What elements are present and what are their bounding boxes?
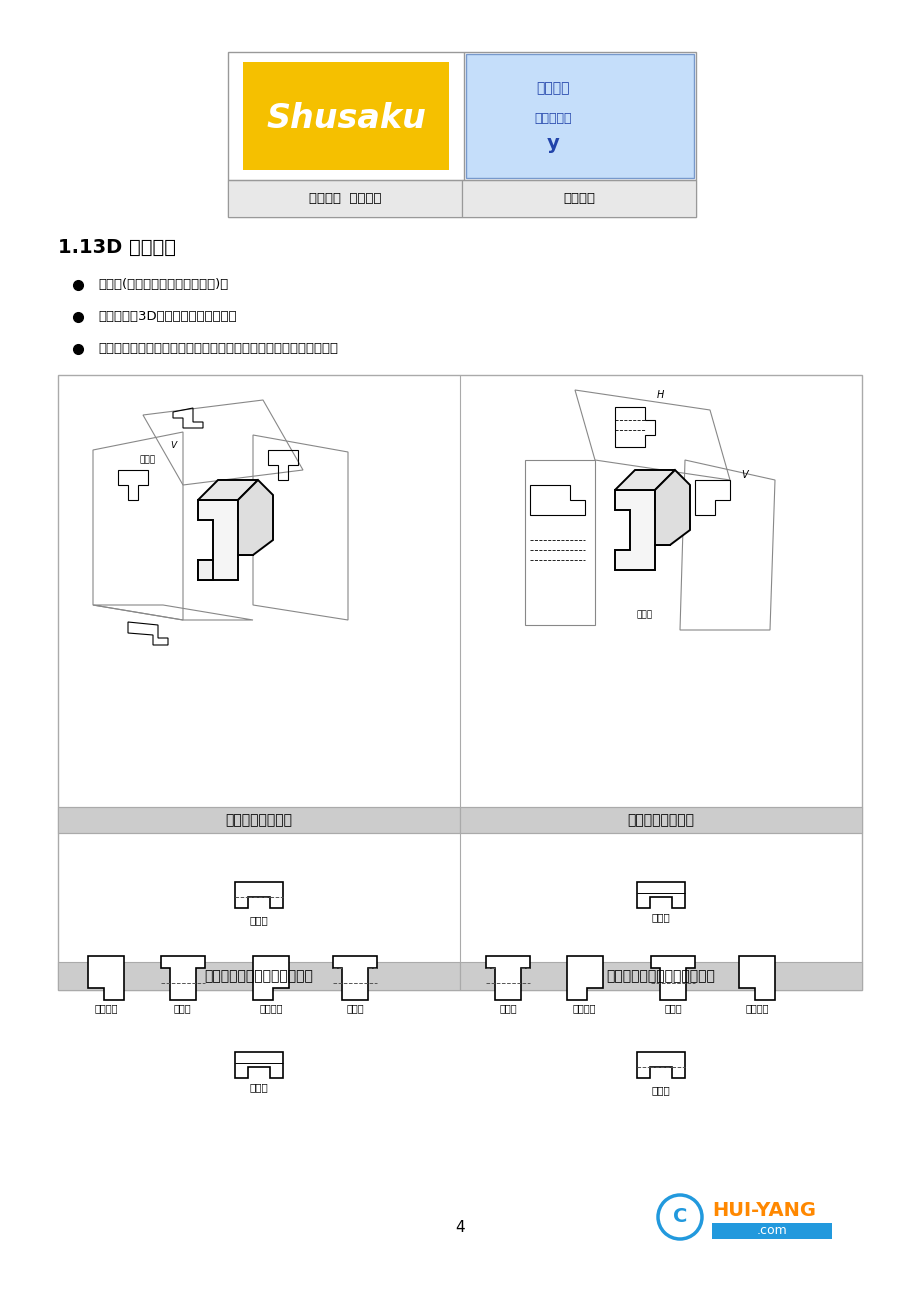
Text: V: V — [741, 470, 747, 480]
Text: 三视图是学3D之人必备的基本概念。: 三视图是学3D之人必备的基本概念。 — [98, 310, 236, 323]
Text: 俯視圖: 俯視圖 — [651, 911, 670, 922]
Text: 左側視圖: 左側視圖 — [259, 1003, 282, 1013]
Text: 後視圖: 後視圖 — [499, 1003, 516, 1013]
Polygon shape — [88, 956, 124, 1000]
Text: H: H — [655, 391, 663, 400]
Text: 右側視圖: 右側視圖 — [95, 1003, 118, 1013]
Polygon shape — [234, 1052, 283, 1078]
Text: .com: .com — [755, 1224, 787, 1237]
Polygon shape — [161, 956, 204, 1000]
Text: 物体置于第一象眼: 物体置于第一象眼 — [225, 812, 292, 827]
Polygon shape — [198, 480, 257, 500]
Polygon shape — [739, 956, 775, 1000]
Polygon shape — [614, 470, 675, 490]
Text: 三视图(前视图、側视图、透视图)。: 三视图(前视图、側视图、透视图)。 — [98, 279, 228, 292]
Text: デザイナー: デザイナー — [534, 112, 571, 125]
Bar — [460, 962, 861, 990]
Polygon shape — [636, 1052, 685, 1078]
Text: 纸艺大师: 纸艺大师 — [562, 191, 595, 204]
Bar — [711, 1223, 831, 1240]
Polygon shape — [198, 560, 213, 579]
Polygon shape — [566, 956, 602, 1000]
Polygon shape — [651, 956, 695, 1000]
Polygon shape — [238, 480, 273, 555]
Text: C: C — [672, 1207, 686, 1226]
Polygon shape — [636, 881, 685, 909]
Bar — [460, 807, 861, 833]
Polygon shape — [333, 956, 377, 1000]
Text: 第一角法各视图之位置及名称: 第一角法各视图之位置及名称 — [204, 969, 313, 983]
Text: 左側視圖: 左側視圖 — [573, 1003, 596, 1013]
Text: 後視圖: 後視圖 — [346, 1003, 364, 1013]
Polygon shape — [486, 956, 529, 1000]
Text: 仰視圖: 仰視圖 — [651, 1085, 670, 1095]
Polygon shape — [654, 470, 689, 546]
Polygon shape — [234, 881, 283, 909]
Text: ペパクラ: ペパクラ — [536, 82, 569, 95]
Text: 六角大王  日本原厂: 六角大王 日本原厂 — [309, 191, 380, 204]
Bar — [466, 53, 693, 178]
Bar — [228, 52, 696, 217]
Bar — [58, 375, 861, 990]
Text: 1.13D 基本概念: 1.13D 基本概念 — [58, 238, 176, 256]
Text: 前視圖: 前視圖 — [636, 611, 652, 620]
Text: 前視圖: 前視圖 — [174, 1003, 191, 1013]
Bar — [243, 62, 448, 169]
Bar — [58, 962, 460, 990]
Text: 物体置于第三象眼: 物体置于第三象眼 — [627, 812, 694, 827]
Text: 仰視圖: 仰視圖 — [249, 915, 268, 924]
Text: y: y — [546, 134, 559, 152]
Text: 俯視圖: 俯視圖 — [249, 1082, 268, 1092]
Text: V: V — [170, 440, 176, 449]
Bar — [461, 180, 696, 217]
Text: 4: 4 — [455, 1220, 464, 1236]
Text: 右側視圖: 右側視圖 — [745, 1003, 768, 1013]
Text: 三视图分第一角法与第三角法两种，台湾使用的是右边的第三角法。: 三视图分第一角法与第三角法两种，台湾使用的是右边的第三角法。 — [98, 342, 337, 355]
Bar — [228, 180, 461, 217]
Text: HUI-YANG: HUI-YANG — [711, 1202, 815, 1220]
Polygon shape — [198, 500, 253, 579]
Bar — [58, 807, 460, 833]
Polygon shape — [614, 490, 669, 570]
Text: Shusaku: Shusaku — [266, 103, 425, 135]
Text: 前視圖: 前視圖 — [664, 1003, 681, 1013]
Text: 第三角法各视图之位置及名称: 第三角法各视图之位置及名称 — [606, 969, 715, 983]
Text: 前視圖: 前視圖 — [140, 456, 156, 465]
Polygon shape — [253, 956, 289, 1000]
